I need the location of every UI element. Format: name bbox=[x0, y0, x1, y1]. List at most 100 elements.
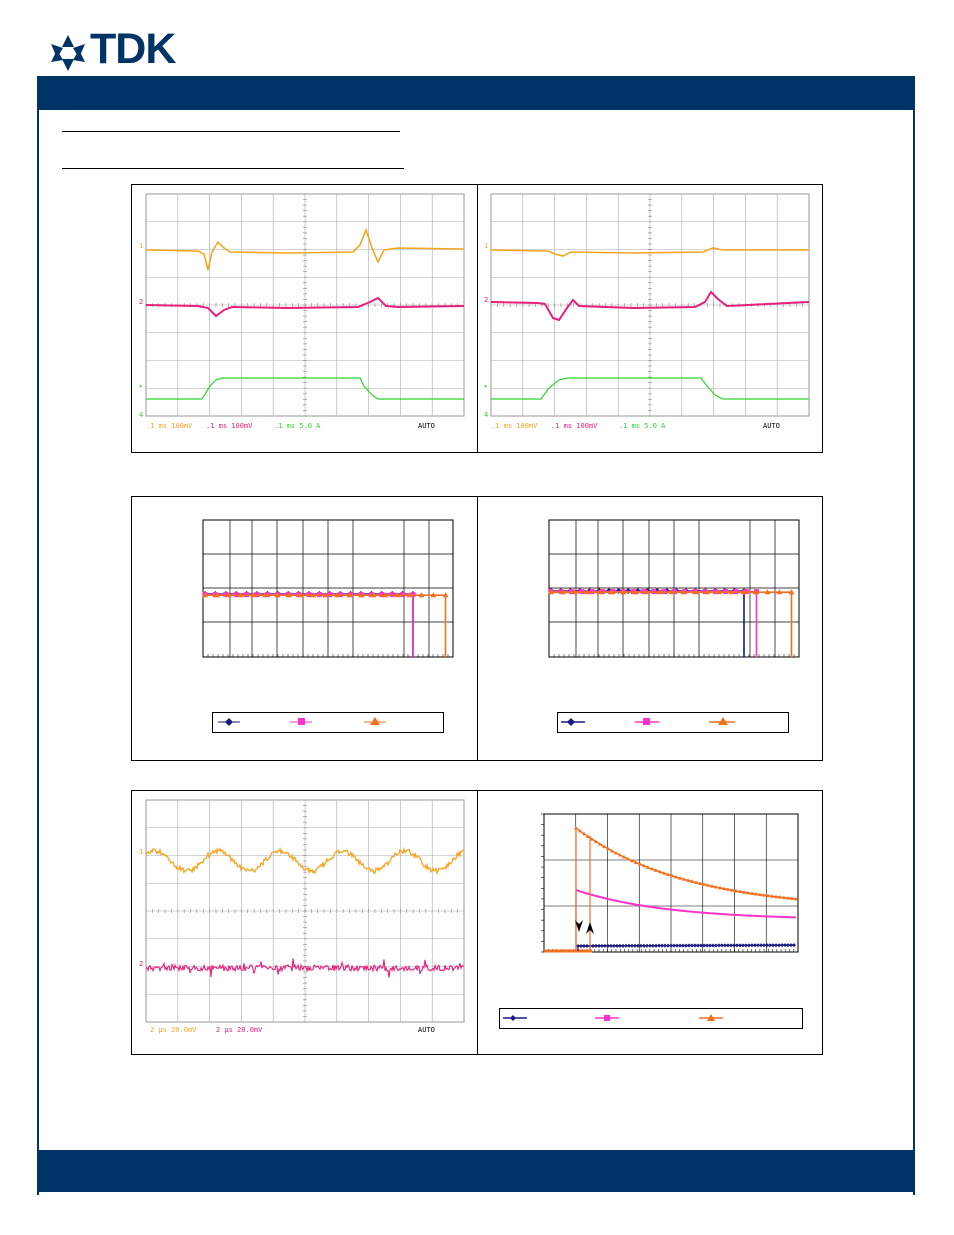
diamond-marker bbox=[576, 944, 580, 948]
diamond-marker bbox=[579, 943, 583, 948]
triangle-marker bbox=[334, 592, 341, 598]
diamond-marker bbox=[642, 943, 646, 948]
triangle-marker bbox=[714, 885, 718, 889]
scope-ch2-trace bbox=[145, 296, 465, 318]
diamond-marker bbox=[693, 943, 697, 948]
triangle-marker bbox=[692, 589, 699, 595]
triangle-marker bbox=[382, 592, 389, 598]
legend-diamond-icon bbox=[225, 718, 233, 726]
trigger-readout: AUTO bbox=[418, 1026, 435, 1034]
triangle-marker bbox=[596, 589, 603, 595]
diamond-marker bbox=[771, 943, 775, 948]
diamond-marker bbox=[735, 943, 739, 948]
diamond-marker bbox=[585, 943, 589, 948]
arrow-up-icon bbox=[586, 922, 594, 934]
triangle-marker bbox=[764, 589, 771, 595]
diamond-marker bbox=[615, 943, 619, 948]
diamond-marker bbox=[612, 943, 616, 948]
diamond-marker bbox=[651, 943, 655, 948]
heading-underline-2 bbox=[62, 168, 404, 169]
triangle-marker bbox=[762, 893, 766, 897]
efficiency-chart-right bbox=[548, 519, 800, 658]
diamond-marker bbox=[597, 943, 601, 948]
diamond-marker bbox=[753, 943, 757, 948]
diamond-marker bbox=[690, 943, 694, 948]
ch4-readout: .1 ms 5.0 A bbox=[274, 422, 321, 430]
triangle-marker bbox=[238, 592, 245, 598]
triangle-marker bbox=[602, 844, 606, 848]
diamond-marker bbox=[738, 943, 742, 948]
diamond-marker bbox=[666, 943, 670, 948]
diamond-marker bbox=[708, 943, 712, 948]
ch4-readout: .1 ms 5.0 A bbox=[619, 422, 666, 430]
triangle-marker bbox=[598, 842, 602, 846]
triangle-marker bbox=[644, 589, 651, 595]
triangle-marker bbox=[682, 877, 686, 881]
diamond-marker bbox=[780, 943, 784, 948]
diamond-marker bbox=[681, 943, 685, 948]
eff-grid-left bbox=[202, 520, 454, 657]
diamond-marker bbox=[636, 943, 640, 948]
triangle-marker bbox=[710, 884, 714, 888]
triangle-marker bbox=[572, 589, 579, 595]
diamond-marker bbox=[786, 943, 790, 948]
diamond-marker bbox=[696, 943, 700, 948]
diamond-marker bbox=[591, 943, 595, 948]
legend-diamond-icon bbox=[510, 1015, 516, 1021]
diamond-marker bbox=[621, 943, 625, 948]
diamond-marker bbox=[594, 943, 598, 948]
startup-chart bbox=[541, 813, 799, 953]
triangle-marker bbox=[790, 896, 794, 900]
diamond-marker bbox=[648, 943, 652, 948]
triangle-marker bbox=[322, 592, 329, 598]
diamond-marker bbox=[678, 943, 682, 948]
diamond-marker bbox=[717, 943, 721, 948]
triangle-marker bbox=[606, 846, 610, 851]
ch1-readout: .1 ms 100mV bbox=[146, 422, 193, 430]
scope-ch1-trace bbox=[490, 247, 809, 257]
triangle-marker bbox=[734, 888, 738, 893]
triangle-marker bbox=[406, 592, 413, 598]
triangle-marker bbox=[430, 592, 437, 598]
triangle-marker bbox=[726, 887, 730, 891]
startup-grid bbox=[541, 813, 799, 953]
triangle-marker bbox=[632, 589, 639, 595]
ripple-ch1-trace bbox=[145, 846, 465, 876]
triangle-marker bbox=[646, 865, 650, 869]
series-line bbox=[551, 590, 745, 657]
ch1-marker: 1 bbox=[139, 848, 143, 856]
diamond-marker bbox=[711, 943, 715, 948]
triangle-marker bbox=[298, 592, 305, 598]
triangle-marker bbox=[262, 592, 269, 598]
ch2-marker: 2 bbox=[139, 298, 143, 306]
ch4-marker: 4 bbox=[139, 411, 143, 419]
triangle-marker bbox=[704, 589, 711, 595]
triangle-marker bbox=[694, 880, 698, 884]
diamond-marker bbox=[630, 943, 634, 948]
diamond-marker bbox=[759, 943, 763, 948]
series-line bbox=[205, 594, 447, 657]
scope-grid bbox=[145, 193, 465, 417]
header-bar bbox=[37, 76, 915, 110]
triangle-marker bbox=[666, 872, 670, 876]
diamond-marker bbox=[756, 943, 760, 948]
ch1-readout: 2 μs 20.0mV bbox=[150, 1026, 197, 1034]
diamond-marker bbox=[672, 943, 676, 948]
series-line bbox=[205, 593, 414, 657]
triangle-marker bbox=[718, 885, 722, 890]
diamond-marker bbox=[726, 943, 730, 948]
triangle-marker bbox=[690, 879, 694, 883]
ripple-ch2-trace bbox=[145, 958, 464, 978]
triangle-marker bbox=[594, 839, 598, 844]
ch2-readout: .1 ms 100mV bbox=[551, 422, 598, 430]
scope-ripple: 1 2 2 μs 20.0mV 2 μs 20.0mV AUTO bbox=[139, 799, 465, 1034]
diamond-marker bbox=[609, 943, 613, 948]
triangle-marker bbox=[776, 589, 783, 595]
triangle-marker bbox=[548, 589, 554, 595]
triangle-marker bbox=[702, 882, 706, 886]
heading-underline-1 bbox=[62, 131, 400, 132]
efficiency-legend-left bbox=[212, 712, 444, 733]
triangle-marker bbox=[788, 589, 795, 595]
startup-series bbox=[544, 826, 798, 953]
triangle-marker bbox=[794, 896, 798, 901]
